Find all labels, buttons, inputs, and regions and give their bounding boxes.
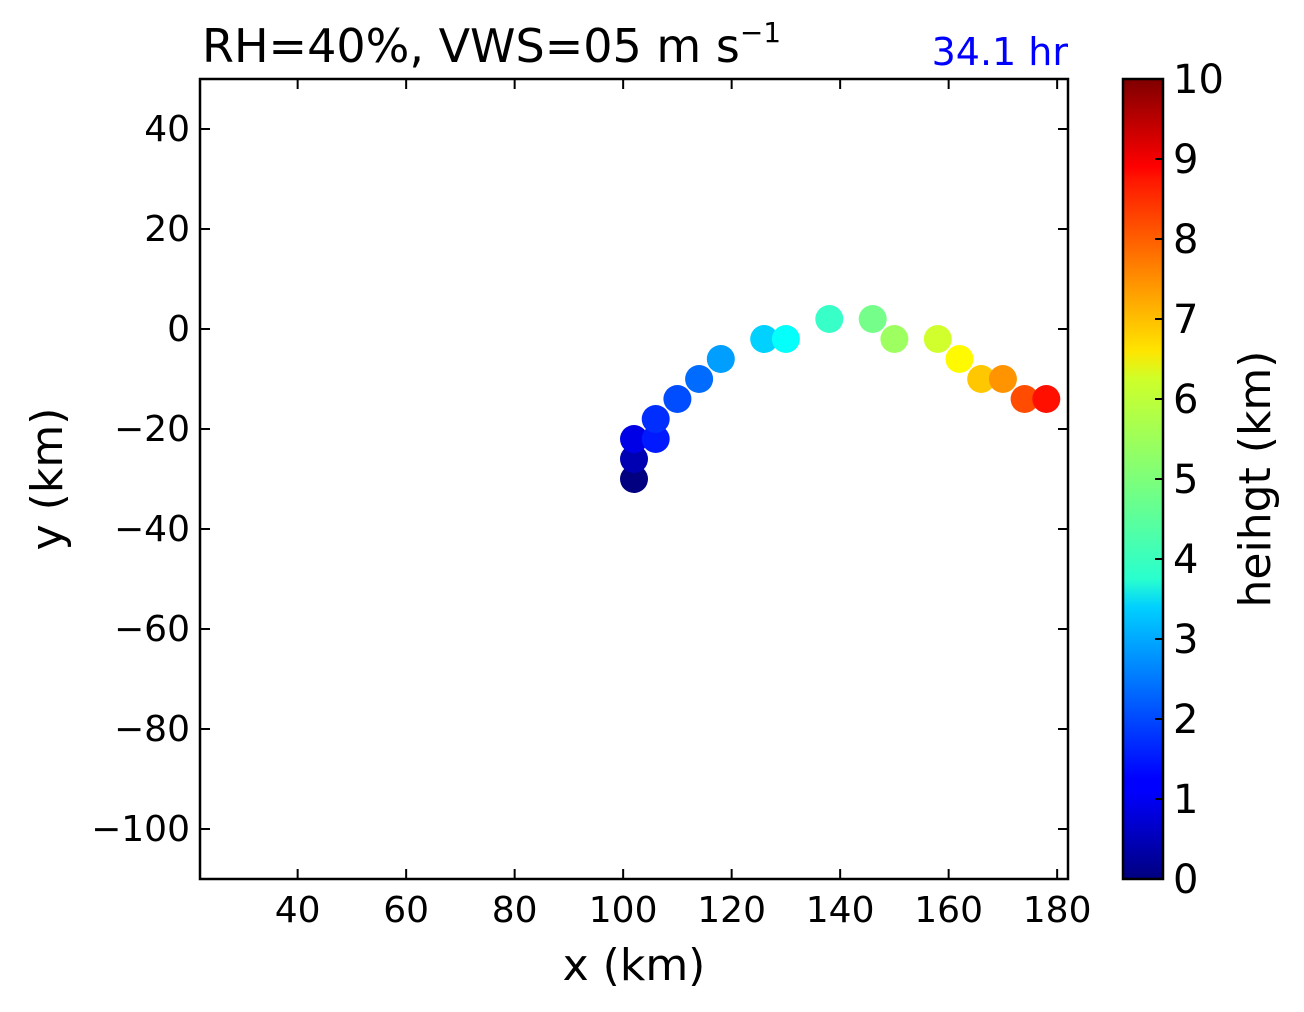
colorbar-label: heihgt (km) — [1230, 351, 1281, 608]
scatter-point — [815, 305, 844, 333]
y-tick-label: −20 — [114, 409, 190, 450]
x-axis-label: x (km) — [563, 940, 706, 991]
colorbar-tick-label: 3 — [1173, 617, 1198, 663]
colorbar-ticks: 0 1 2 3 4 5 6 7 8 9 10 — [1155, 57, 1224, 903]
colorbar-tick-label: 8 — [1173, 217, 1198, 263]
colorbar-tick-label: 1 — [1173, 777, 1198, 823]
y-tick-label: −40 — [114, 509, 190, 550]
colorbar-tick-label: 7 — [1173, 297, 1198, 343]
y-tick-label: −100 — [91, 809, 190, 850]
chart-title: RH=40%, VWS=05 m s−1 — [202, 16, 781, 73]
scatter-point — [1032, 385, 1061, 413]
scatter-point — [1010, 385, 1039, 413]
x-tick-label: 160 — [914, 890, 983, 931]
colorbar-tick-label: 9 — [1173, 137, 1198, 183]
scatter-point — [706, 345, 735, 373]
x-tick-label: 40 — [275, 890, 321, 931]
scatter-point — [620, 445, 648, 473]
scatter-point — [923, 325, 952, 353]
colorbar-tick-label: 0 — [1173, 857, 1198, 903]
title-exponent: −1 — [740, 16, 781, 49]
scatter-point — [858, 305, 887, 333]
scatter-point — [641, 425, 670, 453]
x-tick-label: 60 — [383, 890, 429, 931]
scatter-point — [750, 325, 779, 353]
y-tick-label: 0 — [167, 309, 190, 350]
scatter-point — [771, 325, 800, 353]
axis-ticks: 40 60 80 100 120 140 160 180 40 20 0 −20 −40 −60 −80 −1… — [91, 79, 1092, 931]
colorbar-tick-label: 2 — [1173, 697, 1198, 743]
y-axis-label: y (km) — [22, 408, 73, 551]
y-tick-label: −60 — [114, 609, 190, 650]
x-tick-label: 180 — [1023, 890, 1092, 931]
scatter-point — [685, 365, 714, 393]
scatter-points — [620, 305, 1061, 493]
y-tick-label: 20 — [144, 209, 190, 250]
colorbar-tick-label: 10 — [1173, 57, 1224, 103]
colorbar-tick-label: 4 — [1173, 537, 1198, 583]
colorbar-tick-label: 5 — [1173, 457, 1198, 503]
scatter-point — [620, 465, 648, 493]
x-tick-label: 120 — [697, 890, 766, 931]
x-tick-label: 140 — [806, 890, 875, 931]
colorbar-tick-label: 6 — [1173, 377, 1198, 423]
scatter-point — [880, 325, 909, 353]
scatter-point — [945, 345, 974, 373]
y-tick-label: −80 — [114, 709, 190, 750]
scatter-point — [663, 385, 692, 413]
x-tick-label: 100 — [589, 890, 658, 931]
y-tick-label: 40 — [144, 109, 190, 150]
scatter-point — [620, 425, 648, 453]
time-label: 34.1 hr — [932, 30, 1069, 74]
scatter-point — [641, 405, 670, 433]
scatter-point — [967, 365, 996, 393]
x-tick-label: 80 — [492, 890, 538, 931]
scatter-point — [988, 365, 1017, 393]
